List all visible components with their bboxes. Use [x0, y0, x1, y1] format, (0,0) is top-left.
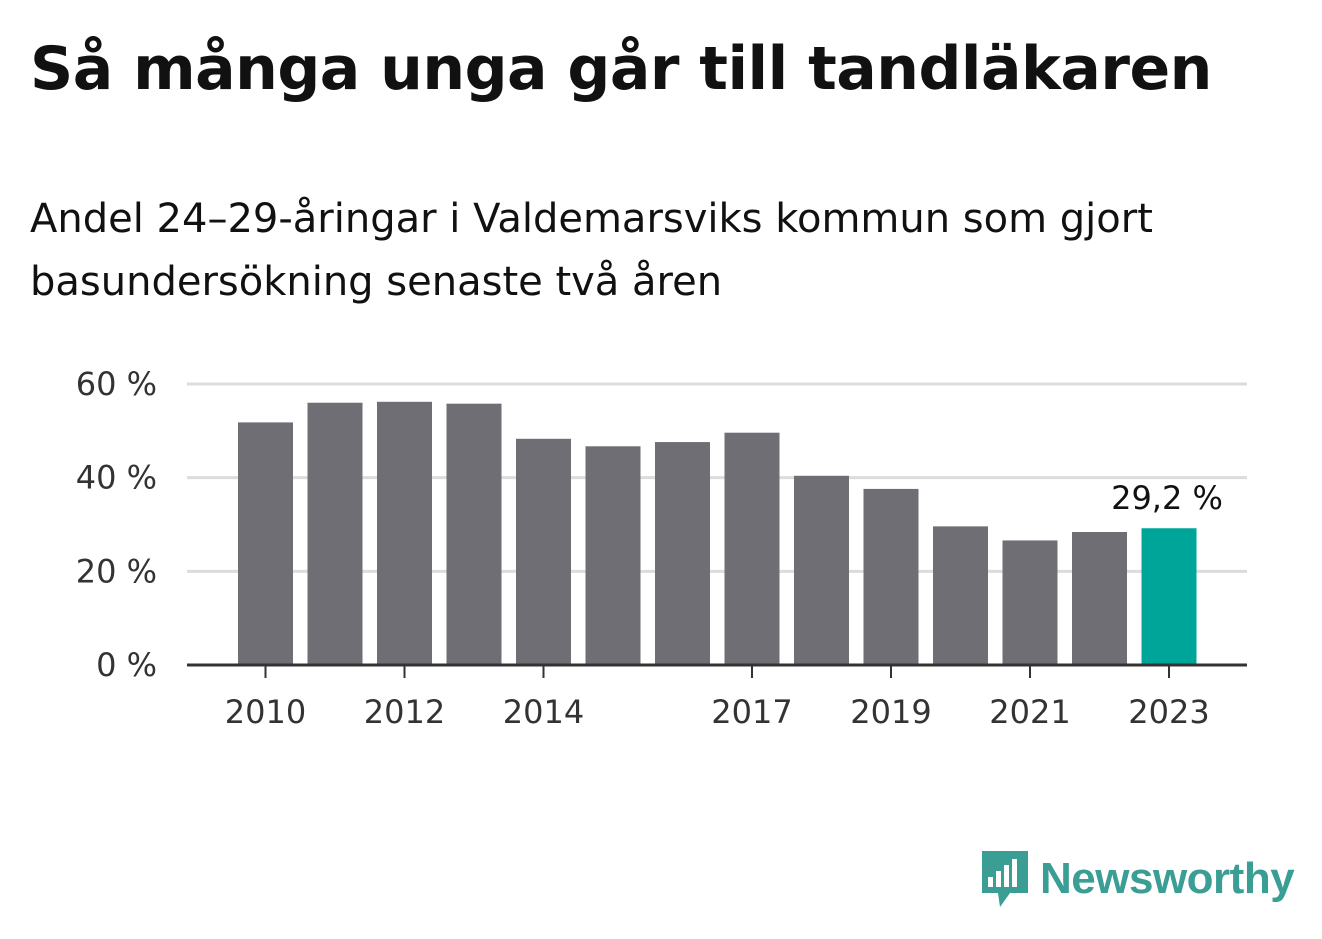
bar-2023 [1141, 528, 1197, 665]
y-tick-label: 0 % [96, 646, 157, 684]
bar-2011 [307, 402, 363, 665]
y-tick-label: 20 % [76, 552, 157, 590]
bar-chart: 0 % 20 % 40 % 60 % 2010 2012 2014 2017 2019 2021… [76, 365, 1247, 731]
bars [238, 401, 1197, 665]
bar-2012 [377, 401, 432, 665]
x-tick-label: 2021 [989, 693, 1070, 731]
brand-name: Newsworthy [1040, 854, 1295, 903]
x-tick-label: 2017 [711, 693, 792, 731]
bar-2019 [863, 488, 919, 665]
y-axis-ticks: 0 % 20 % 40 % 60 % [76, 365, 157, 684]
bar-2021 [1002, 540, 1058, 665]
x-tick-label: 2023 [1128, 693, 1209, 731]
x-tick-label: 2010 [225, 693, 306, 731]
bar-2016 [655, 442, 710, 665]
newsworthy-logo: Newsworthy [980, 848, 1295, 910]
y-tick-label: 40 % [76, 459, 157, 497]
bar-2015 [585, 446, 641, 665]
x-tick-label: 2019 [850, 693, 931, 731]
bar-2010 [238, 422, 293, 665]
y-tick-label: 60 % [76, 365, 157, 403]
bar-2017 [724, 432, 780, 665]
x-axis-ticks: 2010 2012 2014 2017 2019 2021 2023 [225, 665, 1210, 731]
bar-2022 [1072, 531, 1127, 665]
x-tick-label: 2014 [503, 693, 584, 731]
bar-chart-speech-bubble-icon [982, 851, 1028, 907]
chart-subtitle: Andel 24–29-åringar i Valdemarsviks komm… [30, 196, 1153, 305]
highlight-value-label: 29,2 % [1111, 479, 1223, 517]
x-tick-label: 2012 [364, 693, 445, 731]
bar-2013 [446, 403, 502, 665]
bar-2014 [516, 438, 571, 665]
bar-2020 [933, 526, 988, 665]
chart-title: Så många unga går till tandläkaren [30, 34, 1212, 104]
bar-2018 [794, 475, 849, 665]
grid-lines [187, 382, 1247, 573]
